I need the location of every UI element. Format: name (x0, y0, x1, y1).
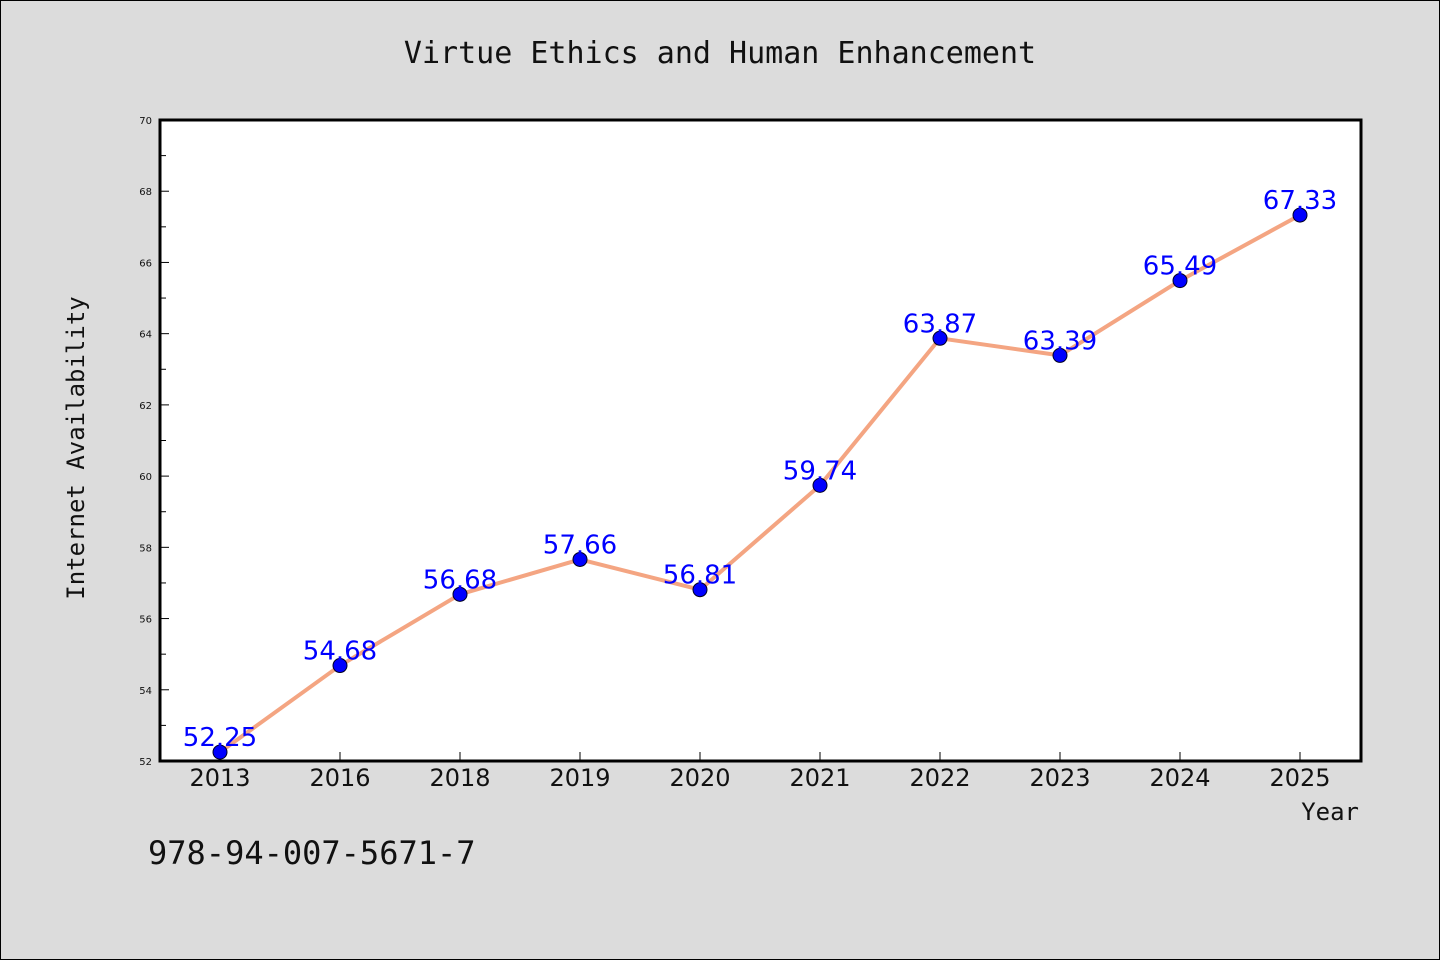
x-tick-label: 2025 (1269, 764, 1330, 792)
x-tick-label: 2022 (909, 764, 970, 792)
data-label: 67.33 (1263, 186, 1337, 216)
x-tick-label: 2019 (549, 764, 610, 792)
y-tick-label: 62 (139, 401, 152, 412)
x-tick-label: 2013 (189, 764, 250, 792)
data-label: 59.74 (783, 456, 857, 486)
data-point (1052, 347, 1068, 363)
data-point (332, 658, 348, 674)
y-axis-title: Internet Availability (62, 296, 90, 599)
series-line (218, 213, 1301, 754)
y-tick-label: 54 (139, 686, 152, 697)
y-tick-label: 56 (139, 615, 152, 626)
data-label: 54.68 (303, 637, 377, 667)
chart-title: Virtue Ethics and Human Enhancement (404, 36, 1036, 71)
y-tick-label: 70 (139, 116, 152, 127)
isbn-text: 978-94-007-5671-7 (148, 834, 476, 872)
y-axis: 52 54 56 58 60 62 64 66 68 70 (139, 116, 169, 768)
x-tick-label: 2018 (429, 764, 490, 792)
data-point (452, 586, 468, 602)
series-line-group: 52.25 54.68 56.68 57.66 56.81 59.74 63.87 63.39… (183, 186, 1337, 760)
x-axis-title: Year (1301, 798, 1359, 826)
y-tick-label: 64 (139, 330, 152, 341)
x-tick-label: 2016 (309, 764, 370, 792)
data-label: 63.39 (1023, 326, 1097, 356)
data-point (572, 551, 588, 567)
y-tick-label: 66 (139, 258, 152, 269)
x-tick-label: 2024 (1149, 764, 1210, 792)
x-tick-label: 2023 (1029, 764, 1090, 792)
y-tick-label: 60 (139, 472, 152, 483)
data-point (212, 744, 228, 760)
data-label: 63.87 (903, 309, 977, 339)
x-axis: 2013 2016 2018 2019 2020 2021 2022 2023 2024 2025 (189, 752, 1331, 792)
x-tick-label: 2021 (789, 764, 850, 792)
data-point (812, 477, 828, 493)
data-point (1292, 207, 1308, 223)
y-tick-label: 68 (139, 187, 152, 198)
x-tick-label: 2020 (669, 764, 730, 792)
data-label: 65.49 (1143, 252, 1217, 282)
data-label: 56.68 (423, 565, 497, 595)
data-point (692, 582, 708, 598)
data-label: 57.66 (543, 530, 617, 560)
data-label: 52.25 (183, 723, 257, 753)
data-point (1172, 273, 1188, 289)
y-tick-label: 52 (139, 757, 152, 768)
data-label: 56.81 (663, 561, 737, 591)
data-point (932, 330, 948, 346)
y-tick-label: 58 (139, 543, 152, 554)
